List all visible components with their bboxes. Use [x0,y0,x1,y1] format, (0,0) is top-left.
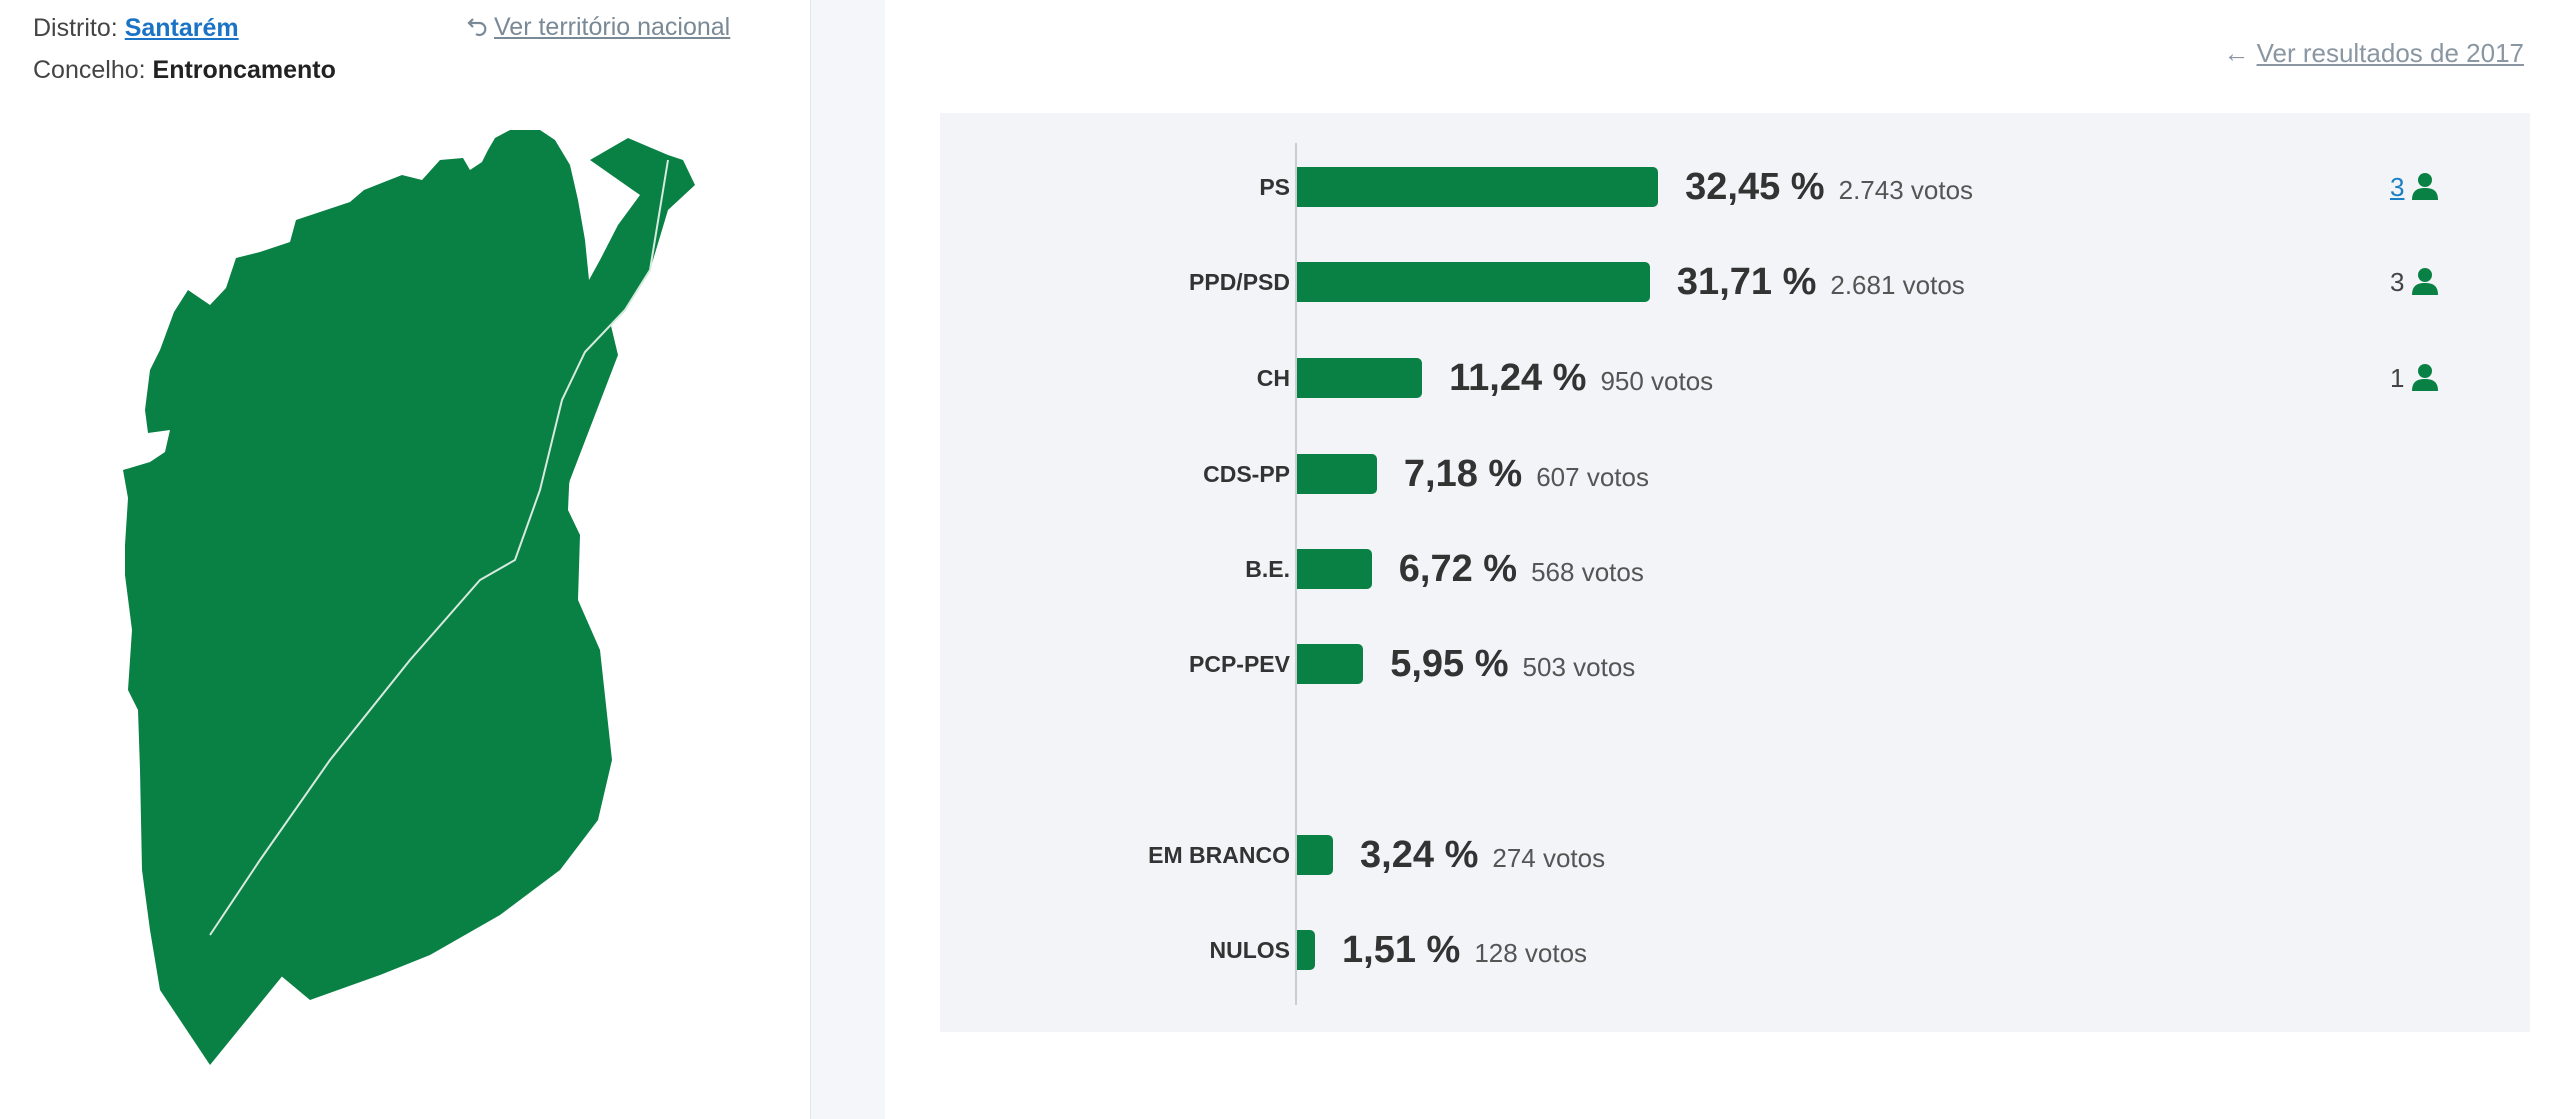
percent-value: 6,72 % [1398,548,1518,590]
percent-value: 7,18 % [1403,453,1523,495]
undo-icon [467,18,487,37]
result-row: EM BRANCO 3,24 % 274 votos [940,832,2530,878]
seats-number: 1 [2390,363,2405,393]
result-values: 32,45 % 2.743 votos [1685,164,1973,210]
result-bar[interactable] [1297,454,1377,494]
percent-value: 31,71 % [1676,261,1817,303]
votes-count: 950 votos [1600,366,1714,396]
result-bar[interactable] [1297,167,1659,207]
result-bar[interactable] [1297,358,1423,398]
national-territory-label: Ver território nacional [494,13,731,41]
votes-count: 503 votos [1522,652,1636,682]
arrow-left-icon: ← [2223,38,2250,68]
votes-count: 2.743 votos [1838,175,1974,205]
result-bar[interactable] [1297,835,1334,875]
council-line: Concelho: Entroncamento [33,56,336,85]
votes-count: 2.681 votos [1830,270,1965,300]
map-boundary-line [209,159,669,936]
district-label: Distrito: [33,14,118,42]
votes-count: 274 votos [1492,843,1606,873]
party-label: NULOS [1209,937,1291,963]
percent-value: 11,24 % [1449,357,1587,399]
percent-value: 1,51 % [1342,929,1461,971]
seats-number: 3 [2390,267,2405,297]
result-values: 6,72 % 568 votos [1399,546,1644,592]
seats-count: 3 [2390,259,2439,305]
national-territory-link[interactable]: Ver território nacional [466,13,730,42]
result-bar[interactable] [1297,930,1315,970]
votes-count: 607 votos [1536,462,1649,492]
result-values: 1,51 % 128 votos [1342,927,1587,973]
person-icon [2412,364,2439,391]
party-label: CH [1256,365,1290,391]
result-row: CDS-PP 7,18 % 607 votos [940,451,2530,497]
result-row: NULOS 1,51 % 128 votos [940,927,2530,973]
party-label: PS [1259,174,1290,200]
map-region-west[interactable] [123,130,618,1065]
seats-count: 1 [2390,355,2439,401]
result-bar[interactable] [1297,549,1372,589]
result-values: 5,95 % 503 votos [1390,641,1635,687]
party-label: CDS-PP [1203,461,1290,487]
person-icon [2412,173,2439,200]
council-value: Entroncamento [152,56,336,84]
result-bar[interactable] [1297,644,1364,684]
panel-divider [810,0,885,1119]
result-values: 7,18 % 607 votos [1404,451,1649,497]
chart-axis [1295,143,1297,1005]
seats-number[interactable]: 3 [2390,172,2405,202]
result-values: 3,24 % 274 votos [1360,832,1605,878]
result-row: PPD/PSD 31,71 % 2.681 votos 3 [940,259,2530,305]
percent-value: 3,24 % [1360,834,1479,876]
results-2017-link[interactable]: ← Ver resultados de 2017 [2223,38,2524,69]
district-line: Distrito: Santarém [33,14,239,43]
council-label: Concelho: [33,56,146,84]
votes-count: 128 votos [1474,938,1588,968]
result-row: PCP-PEV 5,95 % 503 votos [940,641,2530,687]
result-row: B.E. 6,72 % 568 votos [940,546,2530,592]
results-2017-label: Ver resultados de 2017 [2256,38,2524,68]
result-values: 31,71 % 2.681 votos [1677,259,1965,305]
results-chart: PS 32,45 % 2.743 votos 3 PPD/PSD 31,71 % 2.681… [940,113,2530,1032]
result-row: CH 11,24 % 950 votos 1 [940,355,2530,401]
location-panel: Distrito: Santarém Concelho: Entroncamen… [0,0,810,1119]
percent-value: 5,95 % [1390,643,1509,685]
party-label: B.E. [1245,556,1290,582]
council-map[interactable] [0,0,810,1119]
seats-count[interactable]: 3 [2390,164,2439,210]
percent-value: 32,45 % [1685,166,1825,208]
party-label: PCP-PEV [1189,651,1290,677]
result-row: PS 32,45 % 2.743 votos 3 [940,164,2530,210]
result-bar[interactable] [1297,262,1650,302]
district-link[interactable]: Santarém [124,14,239,42]
party-label: PPD/PSD [1189,269,1290,295]
person-icon [2412,268,2439,295]
result-values: 11,24 % 950 votos [1449,355,1713,401]
votes-count: 568 votos [1531,557,1644,587]
party-label: EM BRANCO [1148,842,1290,868]
